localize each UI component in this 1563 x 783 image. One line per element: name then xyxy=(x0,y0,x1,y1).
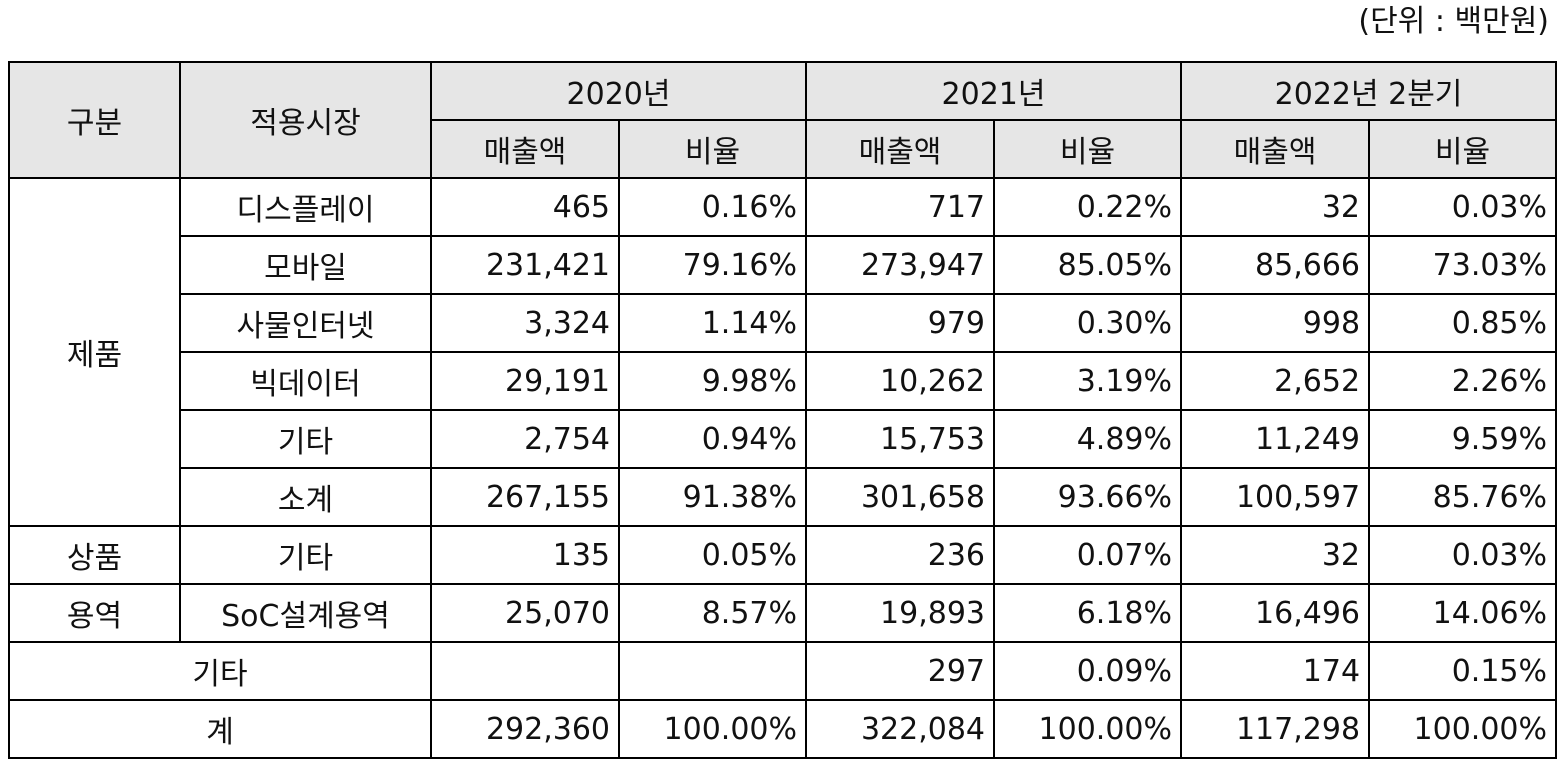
value-cell: 85.76% xyxy=(1368,467,1558,527)
value-cell: 11,249 xyxy=(1180,409,1371,469)
group-goods: 상품 xyxy=(8,525,181,585)
value-cell: 0.07% xyxy=(993,525,1183,585)
value-cell: 10,262 xyxy=(805,351,996,411)
value-cell: 322,084 xyxy=(805,699,996,759)
value-cell: 32 xyxy=(1180,177,1371,237)
value-cell: 2,652 xyxy=(1180,351,1371,411)
value-cell: 0.03% xyxy=(1368,525,1558,585)
value-cell: 998 xyxy=(1180,293,1371,353)
total-row: 계 292,360 100.00% 322,084 100.00% 117,29… xyxy=(8,699,1558,759)
group-service: 용역 xyxy=(8,583,181,643)
value-cell: 0.94% xyxy=(617,409,808,469)
market-cell: 사물인터넷 xyxy=(179,293,432,353)
value-cell xyxy=(430,641,620,701)
market-cell: 기타 xyxy=(179,409,432,469)
value-cell: 32 xyxy=(1180,525,1371,585)
table-row: 모바일 231,421 79.16% 273,947 85.05% 85,666… xyxy=(9,235,1558,295)
value-cell: 9.98% xyxy=(617,351,808,411)
value-cell: 0.15% xyxy=(1368,641,1558,701)
value-cell xyxy=(617,641,808,701)
header-period-2022q2: 2022년 2분기 xyxy=(1180,61,1558,121)
table-row: 상품 기타 135 0.05% 236 0.07% 32 0.03% xyxy=(8,525,1558,585)
value-cell: 15,753 xyxy=(805,409,996,469)
value-cell: 100.00% xyxy=(617,699,808,759)
header-period-2021: 2021년 xyxy=(805,61,1183,121)
value-cell: 73.03% xyxy=(1368,235,1558,295)
value-cell: 135 xyxy=(430,525,620,585)
header-category: 구분 xyxy=(8,61,181,179)
value-cell: 0.22% xyxy=(993,177,1183,237)
value-cell: 0.16% xyxy=(617,177,808,237)
header-ratio: 비율 xyxy=(1368,119,1558,179)
value-cell: 292,360 xyxy=(430,699,620,759)
value-cell: 0.09% xyxy=(993,641,1183,701)
header-row-2: 매출액 비율 매출액 비율 매출액 비율 xyxy=(9,119,1558,179)
value-cell: 19,893 xyxy=(805,583,996,643)
value-cell: 2.26% xyxy=(1368,351,1558,411)
value-cell: 16,496 xyxy=(1180,583,1371,643)
value-cell: 3.19% xyxy=(993,351,1183,411)
value-cell: 301,658 xyxy=(805,467,996,527)
header-sales: 매출액 xyxy=(1180,119,1371,179)
value-cell: 297 xyxy=(805,641,996,701)
header-ratio: 비율 xyxy=(993,119,1183,179)
value-cell: 8.57% xyxy=(617,583,808,643)
header-sales: 매출액 xyxy=(805,119,996,179)
value-cell: 4.89% xyxy=(993,409,1183,469)
header-ratio: 비율 xyxy=(617,119,808,179)
group-product: 제품 xyxy=(8,177,181,527)
value-cell: 174 xyxy=(1180,641,1371,701)
value-cell: 3,324 xyxy=(430,293,620,353)
value-cell: 0.05% xyxy=(617,525,808,585)
value-cell: 236 xyxy=(805,525,996,585)
value-cell: 93.66% xyxy=(993,467,1183,527)
table-row: 기타 297 0.09% 174 0.15% xyxy=(8,641,1558,701)
header-sales: 매출액 xyxy=(430,119,620,179)
value-cell: 79.16% xyxy=(617,235,808,295)
value-cell: 465 xyxy=(430,177,620,237)
sales-table: 구분 적용시장 2020년 2021년 2022년 2분기 매출액 비율 매출액… xyxy=(8,61,1558,759)
header-market: 적용시장 xyxy=(179,61,432,179)
other-label: 기타 xyxy=(8,641,432,701)
value-cell: 100.00% xyxy=(1368,699,1558,759)
value-cell: 85.05% xyxy=(993,235,1183,295)
header-row-1: 구분 적용시장 2020년 2021년 2022년 2분기 xyxy=(8,61,1558,179)
value-cell: 0.30% xyxy=(993,293,1183,353)
table-row: 용역 SoC설계용역 25,070 8.57% 19,893 6.18% 16,… xyxy=(8,583,1558,643)
value-cell: 1.14% xyxy=(617,293,808,353)
value-cell: 0.03% xyxy=(1368,177,1558,237)
value-cell: 2,754 xyxy=(430,409,620,469)
value-cell: 267,155 xyxy=(430,467,620,527)
value-cell: 979 xyxy=(805,293,996,353)
market-cell: 빅데이터 xyxy=(179,351,432,411)
header-period-2020: 2020년 xyxy=(429,61,808,121)
value-cell: 117,298 xyxy=(1180,699,1371,759)
value-cell: 85,666 xyxy=(1180,235,1371,295)
table-row: 사물인터넷 3,324 1.14% 979 0.30% 998 0.85% xyxy=(9,293,1558,353)
value-cell: 717 xyxy=(805,177,996,237)
market-cell: SoC설계용역 xyxy=(179,583,432,643)
value-cell: 100,597 xyxy=(1180,467,1371,527)
value-cell: 25,070 xyxy=(430,583,620,643)
market-cell: 소계 xyxy=(179,467,432,527)
value-cell: 100.00% xyxy=(993,699,1183,759)
table-row: 기타 2,754 0.94% 15,753 4.89% 11,249 9.59% xyxy=(9,409,1558,469)
value-cell: 9.59% xyxy=(1368,409,1558,469)
table-row: 제품 디스플레이 465 0.16% 717 0.22% 32 0.03% xyxy=(8,177,1558,527)
value-cell: 29,191 xyxy=(430,351,620,411)
market-cell: 디스플레이 xyxy=(179,177,432,237)
table-row: 빅데이터 29,191 9.98% 10,262 3.19% 2,652 2.2… xyxy=(9,351,1558,411)
value-cell: 231,421 xyxy=(430,235,620,295)
subtotal-row: 소계 267,155 91.38% 301,658 93.66% 100,597… xyxy=(9,467,1558,527)
value-cell: 0.85% xyxy=(1368,293,1558,353)
unit-label: (단위 : 백만원) xyxy=(1358,4,1549,39)
total-label: 계 xyxy=(8,699,432,759)
value-cell: 91.38% xyxy=(617,467,808,527)
market-cell: 기타 xyxy=(179,525,432,585)
market-cell: 모바일 xyxy=(179,235,432,295)
value-cell: 14.06% xyxy=(1368,583,1558,643)
value-cell: 6.18% xyxy=(993,583,1183,643)
value-cell: 273,947 xyxy=(805,235,996,295)
